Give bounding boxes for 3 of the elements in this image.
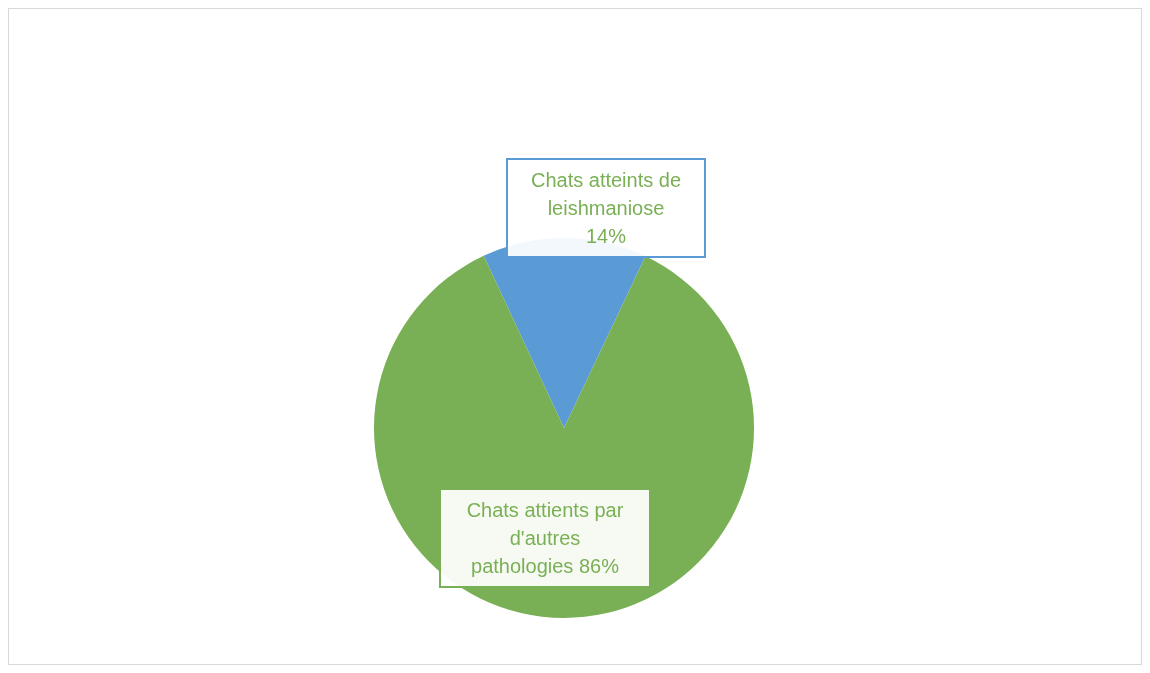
- slice-label: Chats atteints de leishmaniose: [530, 169, 682, 219]
- data-label: 14%: [585, 225, 627, 247]
- slice-label: Chats attients par d'autres pathologies 86%: [466, 499, 624, 577]
